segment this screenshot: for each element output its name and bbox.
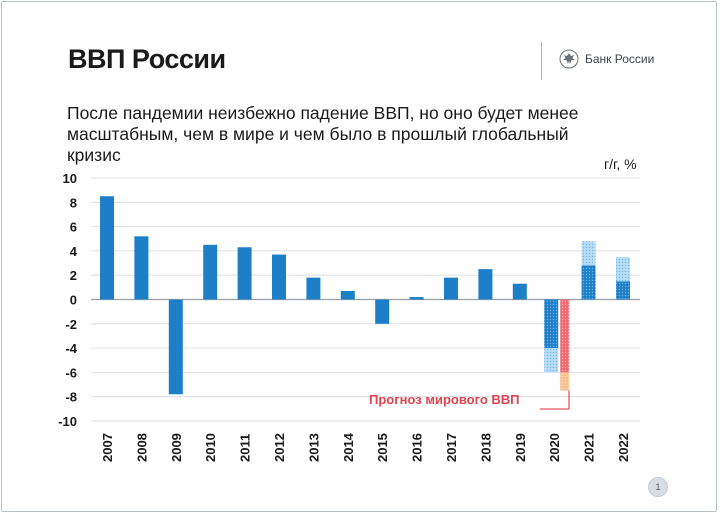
bank-logo: Банк России <box>559 49 654 69</box>
y-tick-label: 2 <box>70 268 77 283</box>
bar-2009 <box>168 299 183 395</box>
bar-2019 <box>512 283 527 300</box>
forecast-bar-2020 <box>544 299 559 349</box>
forecast-range-2022 <box>616 256 630 282</box>
x-tick-label: 2022 <box>616 433 631 462</box>
chart-unit-label: г/г, % <box>604 156 637 172</box>
header-divider <box>541 42 542 80</box>
x-tick-label: 2014 <box>341 432 356 462</box>
world-forecast-bar-tail <box>560 372 570 391</box>
y-tick-label: -6 <box>65 365 77 380</box>
slide-subtitle: После пандемии неизбежно падение ВВП, но… <box>67 103 579 165</box>
bar-2010 <box>203 244 218 300</box>
bar-2013 <box>306 277 321 300</box>
x-tick-label: 2008 <box>134 433 149 462</box>
bar-2014 <box>340 290 355 300</box>
y-tick-label: -8 <box>65 390 77 405</box>
forecast-range-2020 <box>544 348 559 373</box>
bank-emblem-icon <box>559 49 579 69</box>
y-tick-label: 10 <box>63 171 77 186</box>
y-tick-label: 6 <box>70 220 77 235</box>
y-tick-label: 8 <box>70 195 77 210</box>
x-tick-label: 2012 <box>272 433 287 462</box>
bar-2016 <box>409 297 424 300</box>
chart-bars <box>100 196 630 395</box>
page-number-badge: 1 <box>648 477 668 497</box>
forecast-bar-2021 <box>581 265 596 300</box>
bar-2015 <box>375 299 390 324</box>
world-forecast-bar <box>560 299 570 373</box>
x-tick-label: 2015 <box>375 433 390 462</box>
x-tick-label: 2020 <box>547 433 562 462</box>
x-tick-label: 2009 <box>169 433 184 462</box>
y-tick-label: -4 <box>65 341 77 356</box>
bar-2007 <box>100 196 114 300</box>
y-tick-label: -2 <box>65 317 77 332</box>
x-tick-label: 2016 <box>410 433 425 462</box>
x-tick-label: 2007 <box>100 433 115 462</box>
chart-ticks: 10 8 6 4 2 0 -2 -4 -6 -8 -10 2007 2008 2009 2010 2011 20… <box>58 171 631 462</box>
forecast-bar-2022 <box>616 281 630 300</box>
bar-2012 <box>272 254 286 300</box>
y-tick-label: 4 <box>70 244 78 259</box>
bar-2011 <box>237 247 252 300</box>
x-tick-label: 2018 <box>478 433 493 462</box>
chart-annotations: Прогноз мирового ВВП <box>369 390 570 410</box>
bank-name: Банк России <box>585 52 655 66</box>
y-tick-label: 0 <box>70 293 77 308</box>
x-tick-label: 2021 <box>582 433 597 462</box>
world-forecast-label: Прогноз мирового ВВП <box>369 392 520 407</box>
x-tick-label: 2013 <box>306 433 321 462</box>
x-tick-label: 2010 <box>203 433 218 462</box>
bar-2018 <box>478 269 493 300</box>
x-tick-label: 2011 <box>238 434 253 462</box>
forecast-range-2021 <box>581 241 596 266</box>
slide-title: ВВП России <box>68 44 226 74</box>
bar-2008 <box>134 236 149 300</box>
y-tick-label: -10 <box>58 414 77 429</box>
bar-2017 <box>444 277 458 300</box>
x-tick-label: 2017 <box>444 433 459 462</box>
x-tick-label: 2019 <box>513 433 528 462</box>
